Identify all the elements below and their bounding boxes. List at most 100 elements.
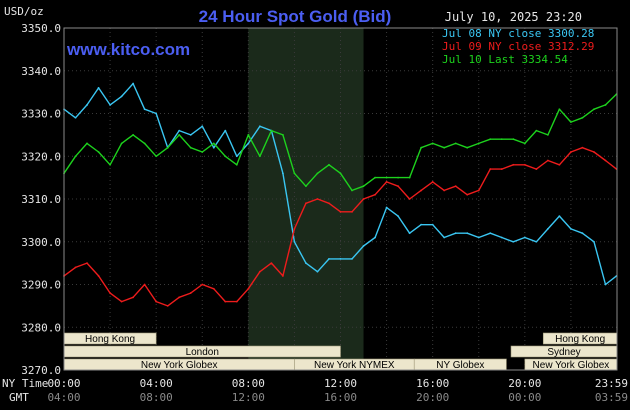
series-point-jul10	[132, 133, 135, 136]
series-point-jul08	[97, 86, 100, 89]
series-point-jul08	[489, 232, 492, 235]
series-point-jul09	[581, 146, 584, 149]
series-point-jul09	[408, 198, 411, 200]
series-point-jul10	[362, 185, 365, 188]
series-point-jul08	[258, 125, 261, 128]
series-point-jul08	[224, 129, 227, 132]
series-point-jul10	[500, 138, 503, 141]
series-point-jul10	[431, 142, 434, 145]
session-label: NY Globex	[436, 360, 484, 371]
series-point-jul08	[235, 155, 238, 158]
series-point-jul08	[143, 108, 146, 111]
series-point-jul09	[166, 304, 169, 307]
series-point-jul08	[420, 223, 423, 226]
series-point-jul08	[397, 215, 400, 218]
series-point-jul10	[408, 176, 411, 179]
series-point-jul09	[155, 300, 158, 303]
session-label: New York Globex	[533, 360, 610, 371]
series-point-jul09	[443, 189, 446, 192]
session-label: Sydney	[547, 347, 580, 358]
series-point-jul10	[443, 146, 446, 149]
series-point-jul10	[235, 163, 238, 166]
series-point-jul09	[270, 262, 273, 265]
series-point-jul08	[155, 112, 158, 115]
legend-jul09: Jul 09 NY close 3312.29	[442, 40, 594, 53]
series-point-jul09	[339, 210, 342, 213]
series-point-jul10	[593, 108, 595, 111]
series-point-jul10	[374, 176, 376, 179]
y-tick-label: 3300.0	[21, 236, 61, 249]
series-point-jul10	[466, 146, 469, 149]
series-point-jul08	[558, 215, 561, 218]
series-point-jul08	[281, 172, 284, 175]
series-point-jul10	[120, 142, 123, 145]
x-tick-label-ny: 12:00	[324, 377, 357, 390]
series-point-jul10	[270, 129, 273, 132]
series-point-jul10	[316, 172, 319, 175]
series-point-jul08	[328, 257, 330, 260]
series-point-jul08	[132, 82, 135, 85]
y-tick-label: 3350.0	[21, 22, 61, 35]
session-label: New York NYMEX	[314, 360, 395, 371]
series-point-jul09	[604, 159, 607, 162]
series-point-jul10	[581, 116, 584, 119]
shaded-region	[248, 28, 364, 370]
series-point-jul09	[258, 270, 261, 273]
x-tick-label-gmt: 03:59	[595, 391, 628, 404]
series-point-jul09	[570, 151, 572, 153]
series-point-jul10	[201, 151, 204, 153]
series-point-jul08	[443, 236, 446, 239]
series-point-jul10	[178, 133, 181, 136]
chart-title: 24 Hour Spot Gold (Bid)	[199, 7, 392, 26]
series-point-jul08	[523, 236, 526, 239]
series-point-jul09	[431, 181, 434, 183]
series-point-jul10	[305, 185, 307, 188]
series-point-jul09	[477, 189, 480, 192]
series-point-jul09	[293, 228, 296, 230]
series-point-jul08	[86, 104, 88, 106]
series-point-jul10	[328, 163, 330, 166]
series-point-jul09	[97, 275, 100, 277]
series-point-jul08	[74, 116, 77, 119]
series-point-jul09	[328, 202, 330, 205]
series-point-jul09	[247, 287, 250, 290]
series-point-jul10	[420, 146, 423, 149]
series-point-jul08	[604, 283, 607, 286]
gmt-row-label: GMT	[9, 391, 29, 404]
series-point-jul09	[212, 287, 215, 290]
series-point-jul10	[166, 146, 169, 149]
series-point-jul09	[86, 262, 88, 265]
series-point-jul10	[477, 142, 480, 145]
series-point-jul08	[500, 236, 503, 239]
x-tick-label-ny: 04:00	[140, 377, 173, 390]
series-point-jul10	[281, 133, 284, 136]
series-point-jul08	[339, 257, 342, 260]
y-tick-label: 3340.0	[21, 65, 61, 78]
x-tick-label-gmt: 20:00	[416, 391, 449, 404]
series-point-jul10	[397, 176, 400, 179]
x-tick-label-gmt: 00:00	[508, 391, 541, 404]
series-point-jul09	[120, 300, 123, 303]
series-point-jul10	[454, 142, 457, 145]
series-point-jul08	[477, 236, 480, 239]
series-point-jul10	[109, 163, 111, 166]
series-point-jul10	[86, 142, 88, 145]
series-point-jul10	[293, 172, 296, 175]
series-point-jul08	[293, 240, 296, 243]
y-tick-label: 3330.0	[21, 108, 61, 121]
series-point-jul08	[570, 228, 572, 230]
series-point-jul09	[512, 163, 515, 166]
legend: Jul 08 NY close 3300.28 Jul 09 NY close …	[442, 27, 594, 66]
series-point-jul10	[155, 155, 158, 158]
series-point-jul08	[431, 223, 434, 226]
x-tick-label-gmt: 04:00	[47, 391, 80, 404]
series-point-jul09	[235, 300, 238, 303]
session-label: New York Globex	[141, 360, 218, 371]
series-point-jul09	[143, 283, 146, 286]
series-point-jul09	[374, 193, 376, 196]
series-point-jul10	[570, 121, 572, 123]
series-point-jul10	[224, 155, 227, 158]
y-axis-label: USD/oz	[4, 5, 44, 18]
series-point-jul08	[408, 232, 411, 235]
